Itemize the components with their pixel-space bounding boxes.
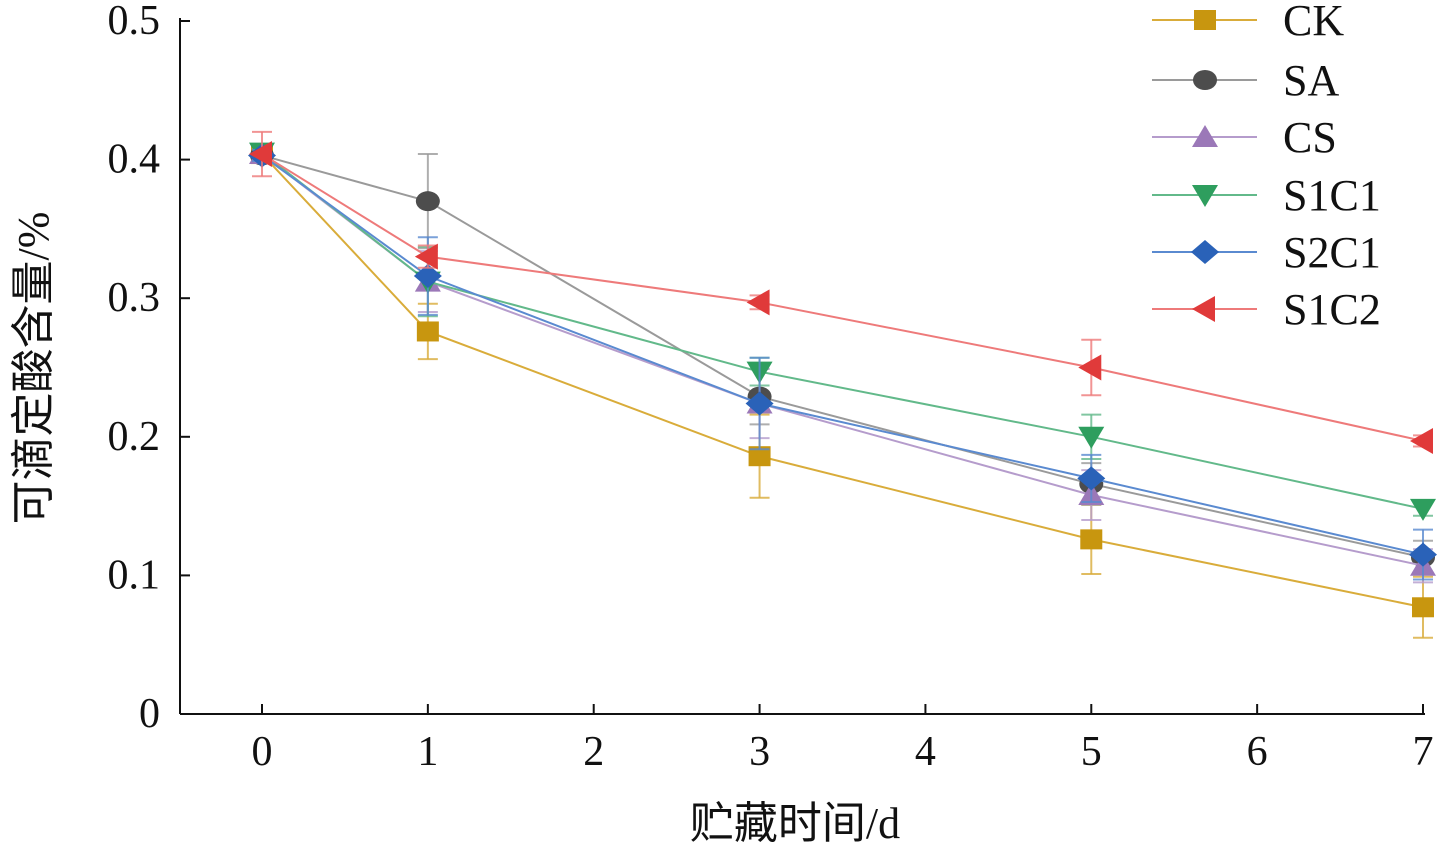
- data-point: [1078, 354, 1102, 381]
- data-point: [1078, 426, 1105, 449]
- legend-marker: [1191, 240, 1219, 264]
- y-tick-label: 0.2: [108, 414, 161, 460]
- y-axis-label: 可滴定酸含量/%: [9, 212, 58, 525]
- legend-label: S1C2: [1283, 285, 1381, 334]
- y-tick-label: 0: [139, 691, 160, 737]
- legend-label: CK: [1283, 0, 1344, 45]
- axes: 0 0.1 0.2 0.3 0.4 0.5 0 1 2 3 4 5 6 7: [108, 0, 1434, 775]
- legend-marker: [1192, 125, 1218, 147]
- data-point: [413, 264, 442, 289]
- y-tick-label: 0.4: [108, 137, 161, 183]
- data-point: [1410, 427, 1433, 454]
- legend-label: S2C1: [1283, 228, 1381, 277]
- legend-item-sa: SA: [1152, 56, 1339, 105]
- series-line: [261, 153, 1424, 609]
- data-point: [1410, 498, 1436, 521]
- series-group: [248, 130, 1437, 639]
- data-point: [415, 191, 440, 212]
- x-tick-label: 7: [1413, 729, 1434, 775]
- legend-item-s2c1: S2C1: [1152, 228, 1381, 277]
- x-tick-label: 3: [749, 729, 770, 775]
- x-tick-label: 6: [1247, 729, 1268, 775]
- legend-marker: [1192, 296, 1215, 322]
- legend-item-s1c1: S1C1: [1152, 171, 1381, 220]
- legend-marker: [1194, 10, 1216, 30]
- y-tick-label: 0.5: [108, 0, 161, 44]
- legend-item-s1c2: S1C2: [1152, 285, 1381, 334]
- series-line: [261, 154, 1424, 559]
- data-point: [1409, 542, 1437, 567]
- x-axis-label: 贮藏时间/d: [690, 799, 900, 848]
- x-tick-label: 2: [583, 729, 604, 775]
- series-line: [261, 154, 1424, 556]
- data-point: [414, 243, 438, 270]
- data-point: [1080, 529, 1103, 550]
- legend-label: SA: [1283, 56, 1339, 105]
- x-tick-label: 5: [1081, 729, 1102, 775]
- data-point: [748, 446, 771, 467]
- data-point: [746, 289, 770, 316]
- data-point: [249, 141, 272, 168]
- y-tick-label: 0.1: [108, 552, 161, 598]
- series-s1c2: [249, 130, 1433, 454]
- legend-label: S1C1: [1283, 171, 1381, 220]
- legend-item-ck: CK: [1152, 0, 1344, 45]
- data-point: [745, 391, 774, 416]
- legend-label: CS: [1283, 113, 1337, 162]
- legend-marker: [1192, 185, 1218, 207]
- y-tick-label: 0.3: [108, 275, 161, 321]
- x-tick-label: 1: [417, 729, 438, 775]
- data-point: [416, 321, 439, 342]
- legend-item-cs: CS: [1152, 113, 1337, 162]
- data-point: [1412, 597, 1434, 618]
- data-point: [1077, 466, 1106, 491]
- legend-marker: [1193, 70, 1217, 90]
- legend: CK SA CS S1C1 S2C1 S1C2: [1152, 0, 1381, 334]
- x-tick-label: 4: [915, 729, 936, 775]
- x-tick-label: 0: [252, 729, 273, 775]
